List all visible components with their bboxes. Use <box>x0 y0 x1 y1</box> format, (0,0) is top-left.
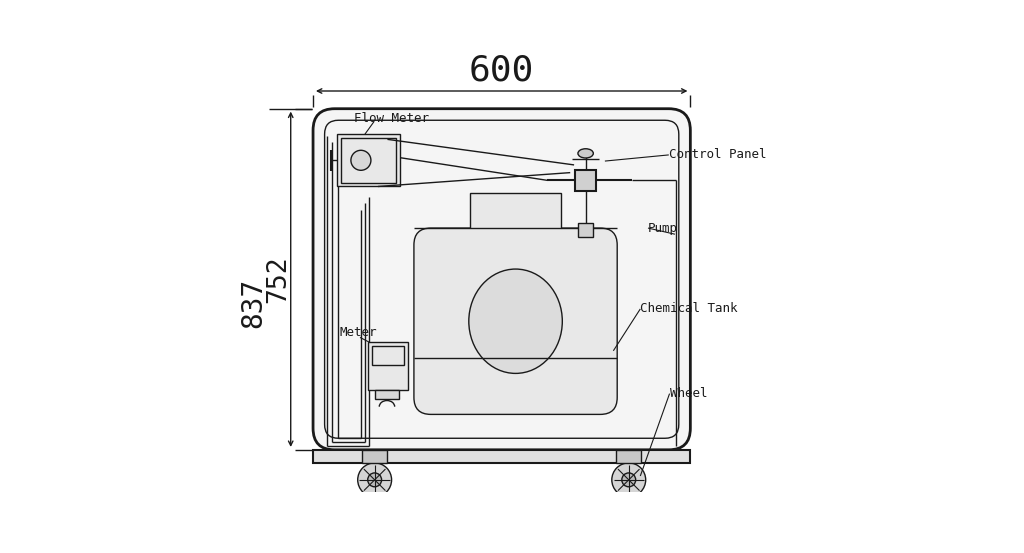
Ellipse shape <box>368 473 382 487</box>
Ellipse shape <box>357 463 391 497</box>
Bar <box>337 134 400 186</box>
Bar <box>376 390 398 399</box>
Bar <box>341 138 396 182</box>
Text: Chemical Tank: Chemical Tank <box>640 302 738 315</box>
Bar <box>368 342 408 390</box>
Ellipse shape <box>611 463 646 497</box>
Ellipse shape <box>469 269 562 373</box>
Bar <box>362 450 387 463</box>
Bar <box>578 223 593 237</box>
Text: Pump: Pump <box>648 222 678 234</box>
Ellipse shape <box>622 473 636 487</box>
Bar <box>574 170 596 191</box>
Bar <box>313 450 690 463</box>
Text: Wheel: Wheel <box>670 387 707 400</box>
FancyBboxPatch shape <box>414 228 617 414</box>
Bar <box>616 450 641 463</box>
Text: 752: 752 <box>265 255 292 303</box>
Ellipse shape <box>351 150 371 170</box>
Bar <box>372 346 403 365</box>
FancyBboxPatch shape <box>313 109 690 450</box>
Text: Meter: Meter <box>340 326 378 338</box>
Text: 600: 600 <box>469 54 535 88</box>
Bar <box>470 194 561 228</box>
Text: Flow Meter: Flow Meter <box>354 112 429 125</box>
Ellipse shape <box>578 149 593 158</box>
Text: Control Panel: Control Panel <box>669 148 766 161</box>
Text: 837: 837 <box>239 278 267 328</box>
